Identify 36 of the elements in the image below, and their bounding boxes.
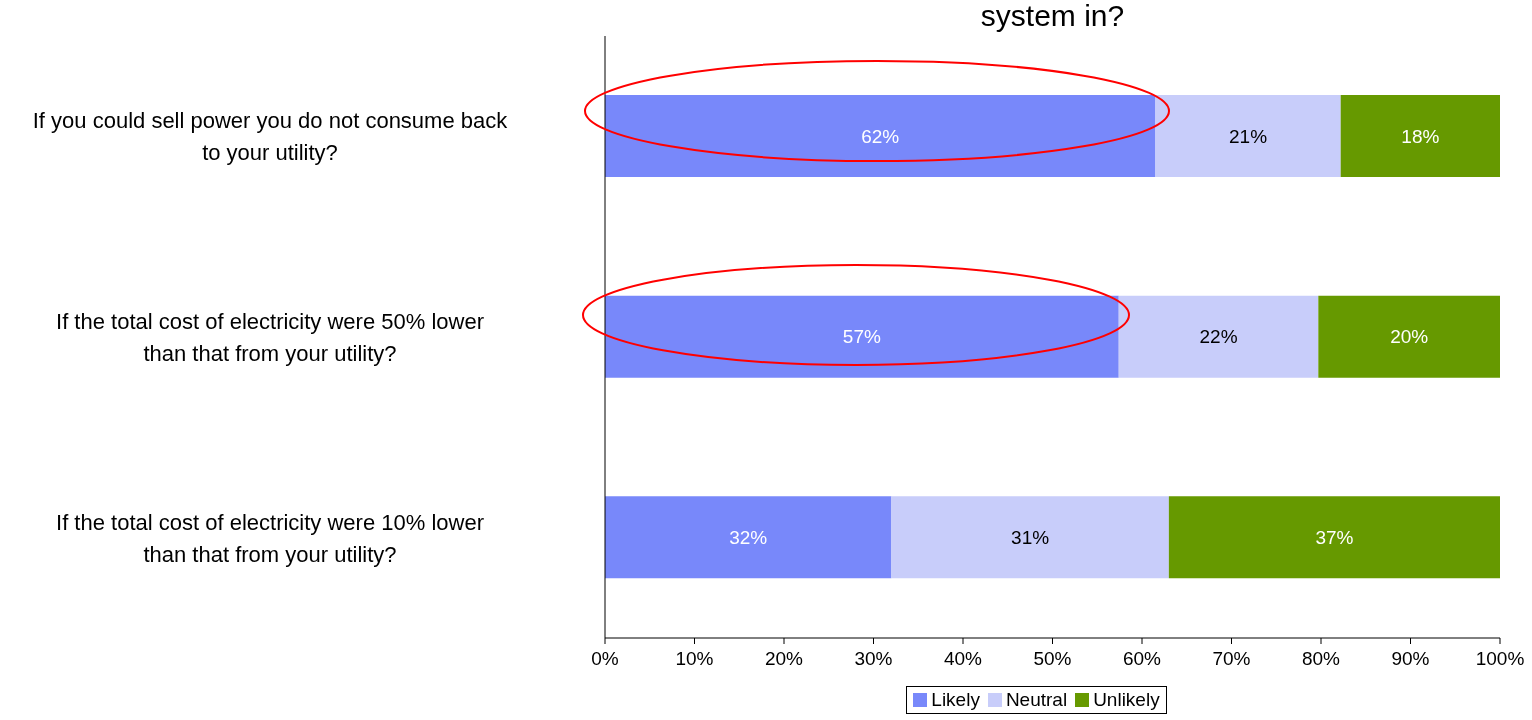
x-tick-label: 40% [943, 648, 983, 670]
data-label: 21% [1229, 125, 1268, 147]
bar [1340, 95, 1500, 177]
x-tick-label: 80% [1301, 648, 1341, 670]
legend-label: Unlikely [1092, 689, 1160, 711]
data-label: 37% [1315, 526, 1354, 548]
data-label: 22% [1199, 326, 1238, 348]
x-tick-label: 0% [591, 648, 619, 670]
data-label: 62% [861, 125, 900, 147]
bar [605, 95, 1156, 177]
x-tick-label: 60% [1122, 648, 1162, 670]
y-tick-label: If the total cost of electricity were 10% lower than that from your utility? [56, 509, 484, 567]
x-tick-label: 50% [1033, 648, 1072, 670]
y-tick-label: If you could sell power you do not consume back to your utility? [32, 107, 509, 165]
bar [1155, 95, 1341, 177]
bar [1118, 295, 1319, 378]
chart-title: system in? [979, 0, 1126, 32]
legend-label: Likely [930, 689, 980, 711]
bar [891, 496, 1169, 579]
x-tick-label: 100% [1475, 648, 1525, 670]
bar [1168, 496, 1500, 579]
legend-label: Neutral [1004, 689, 1068, 711]
data-label: 57% [842, 326, 881, 348]
x-tick-label: 70% [1212, 648, 1251, 670]
x-tick-label: 30% [854, 648, 893, 670]
data-label: 32% [729, 526, 768, 548]
bar [605, 496, 892, 579]
bar [605, 295, 1119, 378]
bar [1318, 295, 1500, 378]
data-label: 20% [1390, 326, 1429, 348]
data-label: 18% [1401, 125, 1440, 147]
x-tick-label: 10% [675, 648, 714, 670]
data-label: 31% [1011, 526, 1050, 548]
x-tick-label: 90% [1391, 648, 1430, 670]
y-tick-label: If the total cost of electricity were 50% lower than that from your utility? [56, 308, 484, 366]
x-tick-label: 20% [764, 648, 804, 670]
